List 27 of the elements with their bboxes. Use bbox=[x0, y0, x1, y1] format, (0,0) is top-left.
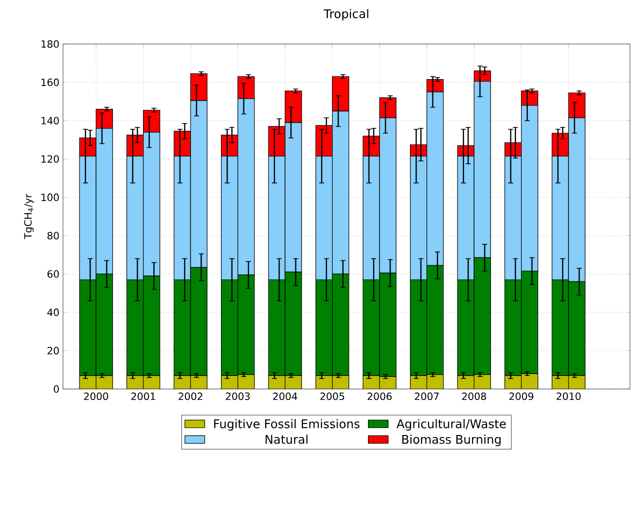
chart-title: Tropical bbox=[324, 8, 368, 21]
x-tick-label: 2008 bbox=[462, 392, 486, 400]
x-tick-label: 2009 bbox=[509, 392, 534, 400]
y-tick-label: 40 bbox=[47, 308, 59, 316]
legend-label: Fugitive Fossil Emissions bbox=[214, 419, 360, 431]
legend-label: Agricultural/Waste bbox=[396, 419, 506, 431]
x-tick-label: 2003 bbox=[226, 392, 250, 400]
x-tick-label: 2001 bbox=[131, 392, 156, 400]
legend-label: Biomass Burning bbox=[402, 434, 501, 446]
text: Natural bbox=[266, 434, 308, 444]
y-tick-label: 180 bbox=[42, 40, 59, 48]
x-tick-label: 2007 bbox=[414, 392, 439, 400]
x-tick-label: 2010 bbox=[556, 392, 581, 400]
x-tick-label: 2005 bbox=[320, 392, 344, 400]
y-tick-label: 140 bbox=[42, 116, 59, 124]
y-tick-label: 80 bbox=[47, 232, 59, 240]
y-axis-title: TgCH$_{4}$/yr bbox=[24, 194, 34, 240]
x-tick-label: 2002 bbox=[178, 392, 202, 400]
x-tick-label: 2004 bbox=[273, 392, 298, 400]
x-tick-label: 2006 bbox=[368, 392, 392, 400]
y-tick-label: 120 bbox=[42, 155, 59, 163]
y-tick-label: 60 bbox=[48, 270, 59, 278]
y-tick-label: 0 bbox=[54, 385, 59, 393]
y-tick-label: 20 bbox=[48, 346, 59, 354]
x-tick-label: 2000 bbox=[84, 392, 108, 400]
y-tick-label: 160 bbox=[42, 78, 59, 86]
y-tick-label: 100 bbox=[42, 194, 59, 202]
